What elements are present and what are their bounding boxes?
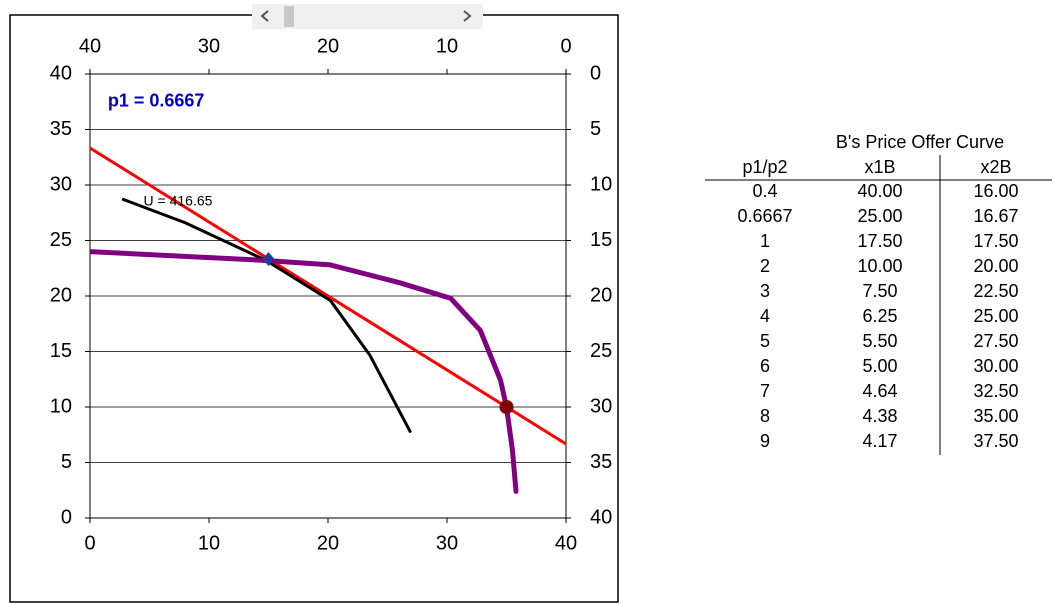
table-cell: 1 [760, 231, 770, 251]
y2-tick-label: 5 [590, 118, 601, 140]
table-cell: 17.50 [857, 231, 902, 251]
table-cell: 6 [760, 356, 770, 376]
x2-tick-label: 40 [79, 35, 101, 57]
y-tick-label: 30 [50, 173, 72, 195]
y2-tick-label: 35 [590, 451, 612, 473]
table-cell: 3 [760, 281, 770, 301]
x2-tick-label: 10 [436, 35, 458, 57]
y-tick-label: 0 [61, 506, 72, 528]
y2-tick-label: 10 [590, 173, 612, 195]
table-cell: 5.50 [862, 331, 897, 351]
table-cell: 7.50 [862, 281, 897, 301]
table-cell: 7 [760, 381, 770, 401]
table-cell: 9 [760, 431, 770, 451]
x-tick-label: 0 [84, 532, 95, 554]
x-tick-label: 40 [555, 532, 577, 554]
y2-tick-label: 20 [590, 284, 612, 306]
annotation: U = 416.65 [144, 192, 213, 208]
table-cell: 22.50 [973, 281, 1018, 301]
table-cell: 17.50 [973, 231, 1018, 251]
table-cell: 4 [760, 306, 770, 326]
y-tick-label: 20 [50, 284, 72, 306]
y2-tick-label: 15 [590, 229, 612, 251]
x-tick-label: 30 [436, 532, 458, 554]
marker-circle [499, 400, 514, 414]
table-cell: 8 [760, 406, 770, 426]
table-cell: 0.6667 [737, 206, 792, 226]
y2-tick-label: 30 [590, 395, 612, 417]
table-cell: 0.4 [752, 181, 777, 201]
curve [90, 249, 519, 494]
curve [90, 146, 566, 446]
x-tick-label: 20 [317, 532, 339, 554]
y2-tick-label: 25 [590, 340, 612, 362]
table-cell: 4.38 [862, 406, 897, 426]
chart-frame [9, 14, 619, 603]
scroll-right[interactable] [463, 10, 472, 22]
x2-tick-label: 0 [560, 35, 571, 57]
y-tick-label: 5 [61, 451, 72, 473]
column-header: x1B [864, 157, 895, 177]
table-cell: 40.00 [857, 181, 902, 201]
chart: 0 5 10 15 20 25 30 35 40 0 5 10 15 20 25 30 35 40 0 10 20 30 4… [50, 35, 613, 554]
y-tick-label: 15 [50, 340, 72, 362]
table-cell: 25.00 [973, 306, 1018, 326]
scrollbar[interactable] [252, 4, 483, 29]
y2-tick-label: 0 [590, 62, 601, 84]
curve [121, 197, 412, 433]
y-tick-label: 25 [50, 229, 72, 251]
column-header: x2B [980, 157, 1011, 177]
y2-tick-label: 40 [590, 506, 612, 528]
table-cell: 30.00 [973, 356, 1018, 376]
table-cell: 27.50 [973, 331, 1018, 351]
table-cell: 25.00 [857, 206, 902, 226]
table-cell: 4.17 [862, 431, 897, 451]
table-cell: 6.25 [862, 306, 897, 326]
table-cell: 4.64 [862, 381, 897, 401]
column-header: p1/p2 [742, 157, 787, 177]
table-cell: 20.00 [973, 256, 1018, 276]
table-title: B's Price Offer Curve [836, 132, 1004, 152]
x2-tick-label: 20 [317, 35, 339, 57]
table-cell: 16.67 [973, 206, 1018, 226]
table: B's Price Offer Curve p1/p2 x1B x2B 0.4 40.0… [705, 132, 1052, 455]
table-cell: 32.50 [973, 381, 1018, 401]
table-cell: 2 [760, 256, 770, 276]
table-cell: 37.50 [973, 431, 1018, 451]
y-tick-label: 40 [50, 62, 72, 84]
scrollbar-thumb[interactable] [284, 6, 294, 27]
table-cell: 5 [760, 331, 770, 351]
annotation: p1 = 0.6667 [108, 91, 205, 111]
scroll-left[interactable] [260, 10, 269, 22]
x-tick-label: 10 [198, 532, 220, 554]
y-tick-label: 10 [50, 395, 72, 417]
marker-diamond [262, 252, 275, 267]
table-cell: 10.00 [857, 256, 902, 276]
table-cell: 16.00 [973, 181, 1018, 201]
table-cell: 5.00 [862, 356, 897, 376]
table-cell: 35.00 [973, 406, 1018, 426]
y-tick-label: 35 [50, 118, 72, 140]
x2-tick-label: 30 [198, 35, 220, 57]
